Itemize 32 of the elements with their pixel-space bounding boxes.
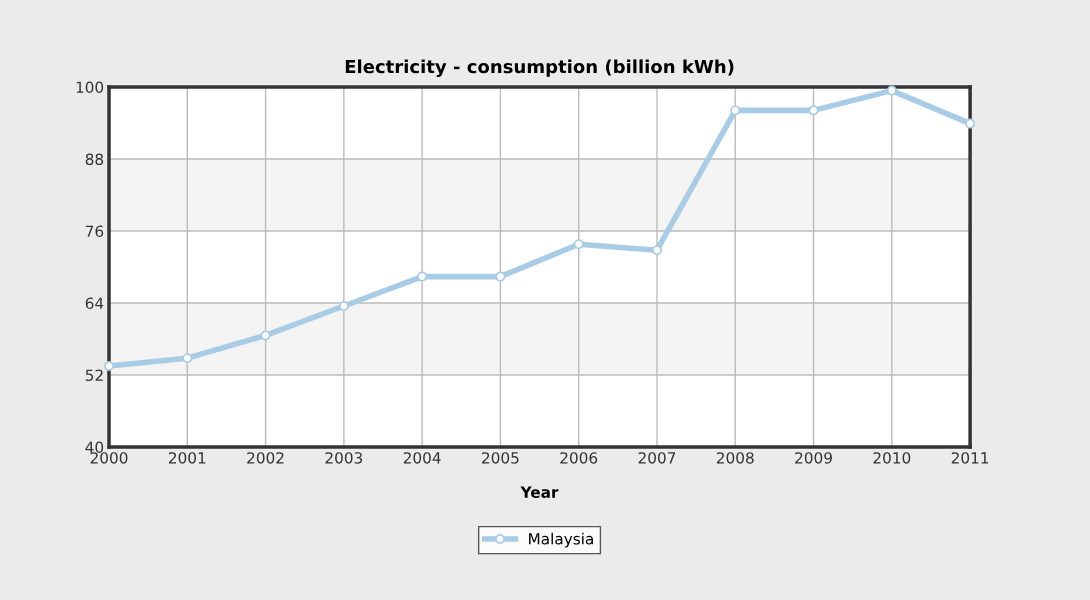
point [651,245,662,256]
y-tick-label: 100 [76,81,104,94]
x-tick-label: 2000 [90,452,128,464]
point [730,105,741,116]
x-tick-label: 2001 [168,452,206,464]
point [573,239,584,250]
x-tick-label: 2008 [716,452,754,464]
x-tick-label: 2005 [482,452,519,464]
x-tick-label: 2003 [325,452,363,464]
y-tick-label: 64 [85,297,104,310]
x-axis-title: Year [520,486,559,498]
x-tick-label: 2002 [247,452,284,464]
point [182,353,193,364]
point [338,300,349,312]
point [103,360,115,372]
x-tick-label: 2006 [560,452,598,464]
point [417,271,428,282]
chart-title: Electricity - consumption (billion kWh) [345,59,734,78]
y-tick-label: 88 [85,153,104,166]
x-tick-label: 2007 [638,452,676,464]
point [808,105,819,116]
y-tick-label: 76 [85,225,104,238]
point [495,271,506,282]
x-tick-label: 2004 [403,452,441,464]
legend-label: Malaysia [529,532,593,548]
x-tick-label: 2009 [795,452,832,464]
point [260,330,271,341]
x-tick-label: 2010 [873,452,911,464]
y-tick-label: 52 [85,369,103,382]
point [886,85,897,96]
point [965,118,976,129]
x-tick-label: 2011 [951,452,989,464]
